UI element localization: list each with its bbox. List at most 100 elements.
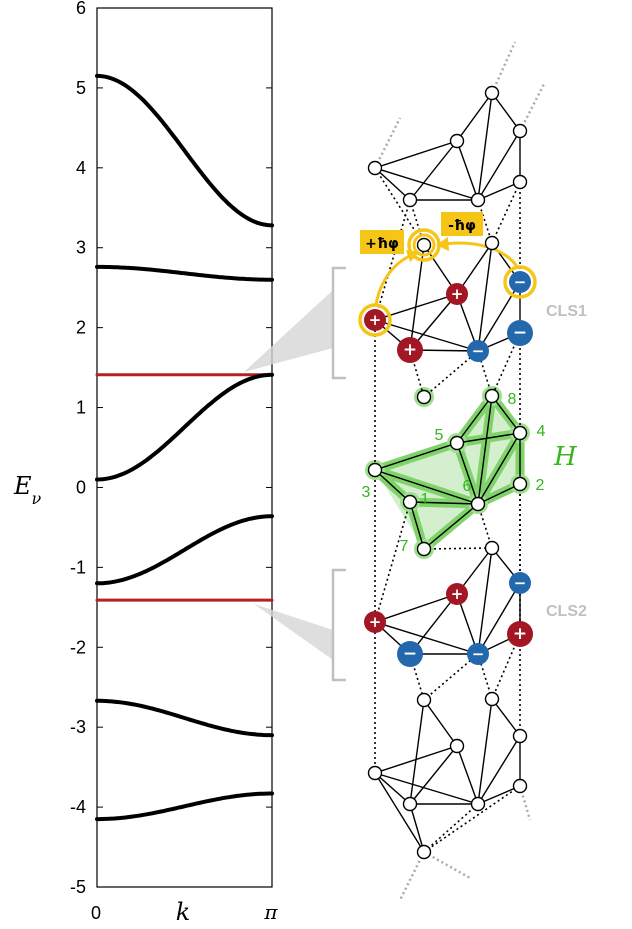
lattice-continuation: [398, 851, 426, 901]
lattice-site: [484, 235, 500, 251]
unit-cell-highlight: [365, 386, 530, 559]
amplitude-sign: −: [472, 342, 485, 360]
lattice-continuation: [518, 81, 547, 132]
amplitude-sign: −: [403, 644, 417, 664]
x-tick-label-0: 0: [91, 903, 101, 923]
lattice-site: [484, 388, 500, 404]
x-axis-label: k: [176, 898, 191, 926]
phase-labels: +ħφ -ħφ: [360, 212, 483, 254]
lattice-edge: [456, 432, 521, 444]
lattice-edge: [409, 803, 425, 853]
site-number-1: 1: [421, 491, 430, 508]
lattice-edge: [409, 244, 425, 351]
y-tick-label: 6: [76, 0, 86, 18]
hopping-edge: [423, 803, 479, 853]
phase-label-plus-bg: [360, 230, 404, 254]
band-4: [95, 514, 274, 586]
cls2-label: CLS2: [546, 603, 587, 620]
hopping-edge: [423, 547, 493, 550]
bracket-bottom: [331, 568, 346, 682]
phase-arrow-plus: [374, 253, 413, 306]
hopping-edge: [374, 501, 411, 623]
y-tick-label: 0: [76, 477, 86, 497]
lattice-edge: [456, 745, 479, 805]
positive-amplitude: +: [446, 583, 468, 605]
phase-site-ring: [407, 228, 441, 262]
lattice-site: [416, 237, 432, 253]
cls-brackets: [244, 266, 346, 682]
lattice-site: [402, 192, 418, 208]
lattice-edge: [374, 167, 479, 201]
lattice-continuation: [423, 850, 471, 880]
cls1-label: CLS1: [546, 303, 587, 320]
lattice-edge: [374, 140, 458, 169]
lattice-site: [512, 174, 528, 190]
lattice-edge: [477, 547, 493, 655]
lattice-edge: [409, 699, 425, 805]
site-number-8: 8: [508, 391, 517, 408]
hopping-edge: [491, 181, 521, 244]
unit-cell-label: H: [553, 442, 578, 472]
lattice-edge: [374, 167, 411, 201]
cls-amplitudes: + + + − − − + + + − − −: [364, 271, 533, 667]
positive-amplitude: +: [397, 337, 423, 363]
y-tick-label: -4: [70, 797, 86, 817]
phase-site-ring: [358, 303, 392, 337]
lattice-site: [512, 123, 528, 139]
lattice-site: [367, 462, 383, 478]
hopping-edge: [374, 199, 411, 321]
lattice-edge: [477, 395, 493, 505]
lattice-edge: [374, 442, 458, 471]
amplitude-sign: −: [513, 323, 527, 343]
y-tick-label: -2: [70, 637, 86, 657]
lattice-edge: [491, 92, 521, 132]
site-number-2: 2: [536, 477, 545, 494]
lattice-edge: [409, 501, 479, 505]
lattice-edge: [374, 469, 411, 503]
plot-frame: [96, 7, 273, 888]
lattice-edge: [409, 501, 425, 550]
y-tick-label: 2: [76, 318, 86, 338]
site-number-3: 3: [362, 484, 371, 501]
lattice-site: [512, 728, 528, 744]
amplitude-sign: +: [403, 340, 417, 360]
band-curves: [95, 73, 274, 822]
negative-amplitude: −: [467, 340, 489, 362]
positive-amplitude: +: [446, 283, 468, 305]
amplitude-sign: +: [451, 285, 464, 303]
amplitude-sign: +: [369, 311, 382, 329]
y-axis-label: Eν: [13, 472, 42, 508]
negative-amplitude: −: [509, 572, 531, 594]
lattice-site: [416, 844, 432, 860]
lattice-site: [367, 765, 383, 781]
lattice-edges: [373, 41, 547, 901]
lattice-continuation: [373, 117, 402, 169]
lattice-site: [470, 192, 486, 208]
lattice-edge: [374, 772, 479, 805]
band-structure-plot: 6 5 4 3 2 1 0 -1 -2 -3 -4 -5 0 π k Eν: [13, 0, 278, 926]
amplitude-sign: −: [472, 645, 485, 663]
band-6: [95, 698, 274, 738]
y-tick-label: 1: [76, 398, 86, 418]
hopping-edge: [423, 653, 479, 701]
lattice-site: [402, 494, 418, 510]
lattice-site: [367, 160, 383, 176]
lattice-edge: [477, 130, 521, 201]
y-tick-label: -3: [70, 717, 86, 737]
band-3: [95, 372, 274, 482]
band-1: [95, 264, 274, 282]
site-number-4: 4: [537, 423, 546, 440]
lattice-site: [512, 425, 528, 441]
lattice-edge: [374, 772, 411, 805]
y-tick-label: 5: [76, 78, 86, 98]
lattice-edge: [477, 181, 521, 201]
phase-arrowhead-minus: [436, 237, 449, 251]
lattice-site: [402, 796, 418, 812]
y-tick-label: -1: [70, 557, 86, 577]
site-number-5: 5: [435, 427, 444, 444]
lattice-edge: [477, 242, 493, 352]
lattice-site: [470, 796, 486, 812]
lattice-edge: [409, 745, 458, 805]
lattice-site: [484, 540, 500, 556]
